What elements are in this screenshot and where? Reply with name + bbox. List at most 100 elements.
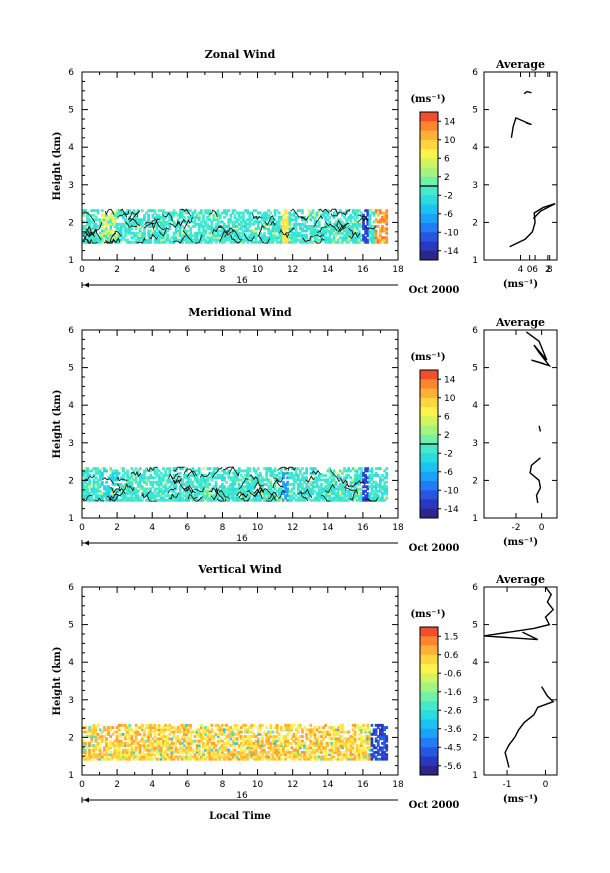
heatmap-cell xyxy=(259,471,262,475)
heatmap-cell xyxy=(204,494,207,498)
heatmap-cell xyxy=(381,496,384,500)
heatmap-cell xyxy=(366,469,370,473)
heatmap-cell xyxy=(86,496,89,500)
heatmap-cell xyxy=(381,220,384,224)
heatmap-cell xyxy=(218,498,222,502)
avg-y-tick-label: 4 xyxy=(472,401,478,411)
heatmap-cell xyxy=(115,730,119,734)
heatmap-cell xyxy=(181,750,184,754)
heatmap-cell xyxy=(269,487,273,491)
average-unit: (ms⁻¹) xyxy=(503,279,538,290)
heatmap-cell xyxy=(267,467,271,471)
heatmap-cell xyxy=(250,229,254,233)
heatmap-cell xyxy=(178,492,182,495)
heatmap-cell xyxy=(353,737,357,741)
heatmap-cell xyxy=(90,755,94,759)
heatmap-cell xyxy=(261,476,264,480)
heatmap-cell xyxy=(204,240,207,244)
heatmap-cell xyxy=(271,746,275,750)
heatmap-cell xyxy=(157,746,161,750)
heatmap-cell xyxy=(113,471,117,475)
heatmap-cell xyxy=(261,213,264,217)
heatmap-cell xyxy=(370,723,374,727)
heatmap-cell xyxy=(200,735,203,738)
heatmap-cell xyxy=(101,474,104,477)
heatmap-cell xyxy=(214,750,218,754)
heatmap-cell xyxy=(265,735,268,738)
heatmap-cell xyxy=(347,222,351,226)
heatmap-cell xyxy=(275,236,279,240)
heatmap-cell xyxy=(155,498,159,502)
heatmap-cell xyxy=(313,478,317,482)
heatmap-cell xyxy=(296,723,300,727)
heatmap-cell xyxy=(280,238,283,242)
heatmap-cell xyxy=(143,240,146,244)
heatmap-cell xyxy=(103,229,106,233)
heatmap-cell xyxy=(372,236,376,240)
heatmap-cell xyxy=(124,723,127,727)
heatmap-cell xyxy=(353,480,357,484)
heatmap-cell xyxy=(187,755,190,759)
heatmap-cell xyxy=(261,750,264,754)
heatmap-cell xyxy=(311,744,315,748)
heatmap-cell xyxy=(265,737,268,741)
heatmap-cell xyxy=(119,476,123,480)
heatmap-cell xyxy=(320,748,323,752)
heatmap-cell xyxy=(172,220,176,224)
heatmap-cell xyxy=(339,741,342,745)
heatmap-cell xyxy=(90,732,94,736)
heatmap-cell xyxy=(343,216,346,219)
heatmap-cell xyxy=(94,231,98,235)
heatmap-cell xyxy=(317,209,321,213)
heatmap-cell xyxy=(168,744,172,748)
heatmap-cell xyxy=(290,229,294,233)
heatmap-cell xyxy=(92,240,96,244)
heatmap-cell xyxy=(303,476,306,480)
heatmap-cell xyxy=(299,498,302,502)
heatmap-cell xyxy=(271,750,275,754)
heatmap-cell xyxy=(261,757,264,761)
heatmap-cell xyxy=(189,723,193,727)
heatmap-cell xyxy=(130,744,134,748)
heatmap-cell xyxy=(113,753,117,757)
heatmap-cell xyxy=(101,737,104,741)
heatmap-cell xyxy=(170,480,174,484)
heatmap-cell xyxy=(94,487,98,491)
heatmap-cell xyxy=(284,737,287,741)
heatmap-cell xyxy=(86,225,89,228)
heatmap-cell xyxy=(86,746,89,750)
heatmap-cell xyxy=(303,216,306,219)
heatmap-cell xyxy=(172,476,176,480)
heatmap-cell xyxy=(216,225,220,228)
heatmap-cell xyxy=(103,748,106,752)
heatmap-cell xyxy=(178,231,182,235)
heatmap-cell xyxy=(172,236,176,240)
heatmap-cell xyxy=(193,757,197,761)
contour-line xyxy=(84,231,95,238)
heatmap-cell xyxy=(216,732,220,736)
heatmap-cell xyxy=(98,728,102,732)
heatmap-cell xyxy=(277,216,281,219)
heatmap-cell xyxy=(288,498,292,502)
heatmap-cell xyxy=(296,467,300,471)
heatmap-cell xyxy=(218,229,222,233)
heatmap-cell xyxy=(334,487,338,491)
heatmap-cell xyxy=(299,234,302,237)
heatmap-cell xyxy=(248,234,252,237)
heatmap-cell xyxy=(82,746,85,750)
heatmap-cell xyxy=(229,483,233,486)
heatmap-cell xyxy=(109,755,113,759)
heatmap-cell xyxy=(332,489,336,493)
heatmap-cell xyxy=(326,492,330,495)
heatmap-cell xyxy=(376,209,380,213)
heatmap-cell xyxy=(294,474,298,477)
heatmap-cell xyxy=(326,741,330,745)
heatmap-cell xyxy=(252,723,256,727)
heatmap-cell xyxy=(385,746,389,750)
heatmap-cell xyxy=(168,746,172,750)
heatmap-cell xyxy=(307,227,311,231)
heatmap-cell xyxy=(292,225,296,228)
heatmap-cell xyxy=(292,755,296,759)
heatmap-cell xyxy=(206,735,209,738)
heatmap-cell xyxy=(170,739,174,743)
